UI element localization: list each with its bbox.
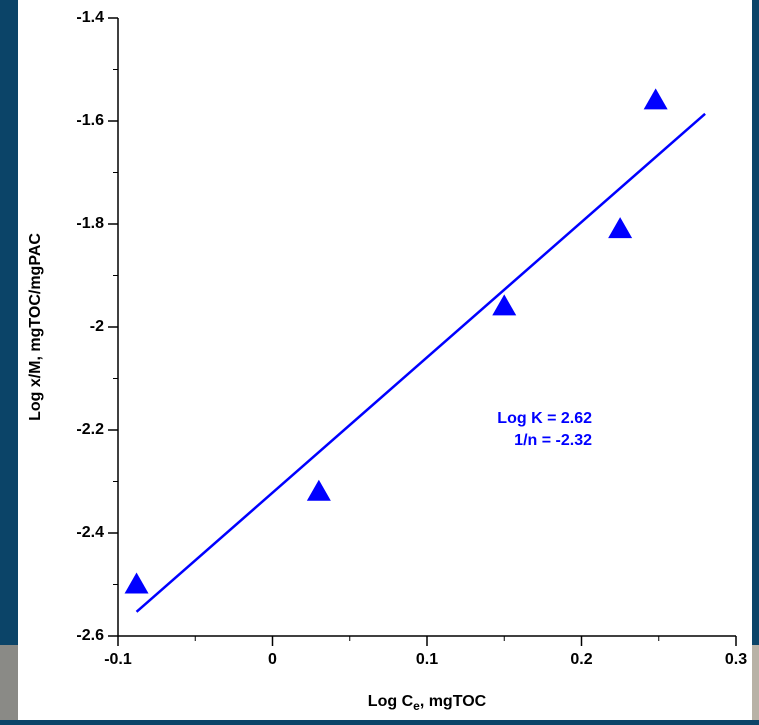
annotation: Log K = 2.62	[497, 410, 592, 427]
x-axis-label-subscript: e	[413, 699, 420, 713]
data-point	[608, 217, 633, 239]
x-tick-label: 0.2	[570, 651, 592, 668]
x-axis-label-text: Log C	[368, 693, 414, 710]
x-tick-label: 0.1	[416, 651, 438, 668]
photo-strip	[752, 645, 759, 720]
x-tick-label: -0.1	[104, 651, 132, 668]
data-point	[643, 88, 668, 110]
y-tick-label: -2.6	[76, 627, 104, 644]
data-point	[306, 479, 331, 501]
y-tick-label: -2	[90, 318, 104, 335]
y-axis-label: Log x/M, mgTOC/mgPAC	[27, 233, 44, 421]
chart-panel	[18, 0, 752, 720]
photo-strip	[0, 645, 18, 720]
x-axis-label: Log Ce, mgTOC	[368, 693, 487, 713]
y-tick-label: -2.4	[76, 524, 104, 541]
x-axis-label-text: , mgTOC	[420, 693, 487, 710]
y-tick-label: -1.6	[76, 112, 104, 129]
x-tick-label: 0	[268, 651, 277, 668]
x-tick-label: 0.3	[725, 651, 747, 668]
data-point	[492, 294, 517, 316]
annotation: 1/n = -2.32	[514, 432, 592, 449]
y-tick-label: -2.2	[76, 421, 104, 438]
data-point	[124, 572, 149, 594]
fit-line	[135, 112, 706, 613]
y-tick-label: -1.4	[76, 9, 104, 26]
y-tick-label: -1.8	[76, 215, 104, 232]
